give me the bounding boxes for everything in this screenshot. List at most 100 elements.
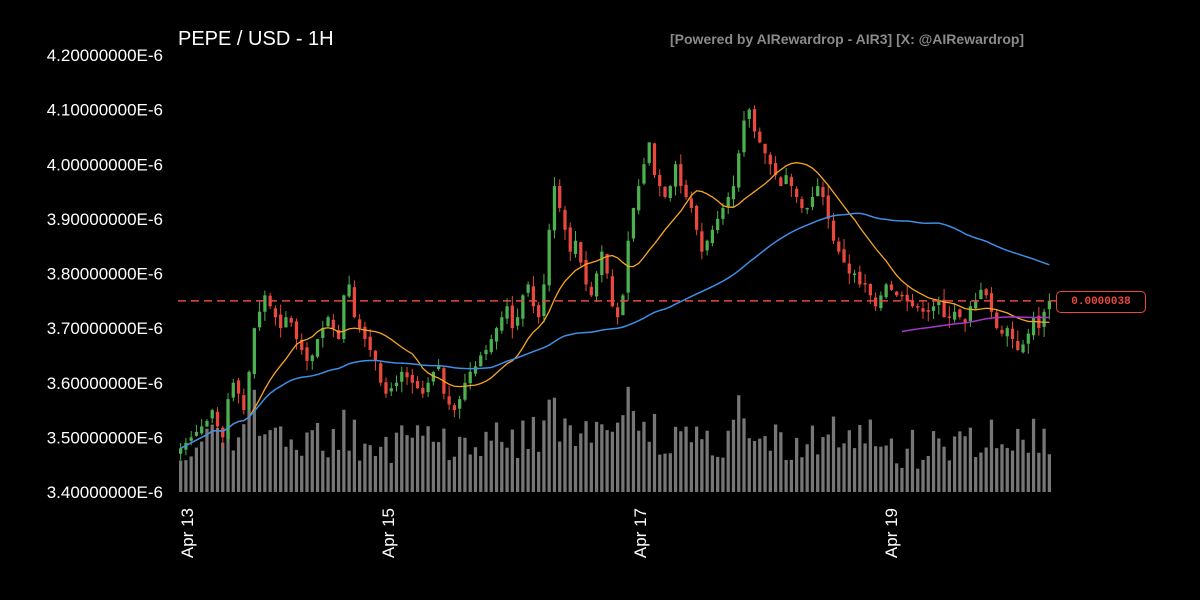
- volume-bar: [521, 420, 525, 492]
- volume-bar: [184, 460, 188, 492]
- volume-bar: [368, 445, 372, 492]
- volume-bar: [694, 426, 699, 492]
- candle-body: [489, 339, 493, 353]
- candle-body: [547, 229, 551, 286]
- candle-body: [394, 382, 399, 387]
- volume-bar: [642, 421, 646, 492]
- volume-bar: [431, 441, 435, 492]
- volume-bar: [405, 435, 409, 492]
- candle-body: [415, 380, 420, 389]
- volume-bar: [900, 467, 904, 492]
- candle-body: [989, 293, 994, 312]
- volume-bar: [721, 457, 725, 492]
- volume-bar: [637, 430, 641, 492]
- moving-averages: [180, 162, 1050, 449]
- volume-bar: [479, 456, 483, 492]
- volume-bar: [663, 453, 667, 492]
- volume-bar: [684, 426, 688, 492]
- volume-bar: [373, 456, 378, 492]
- volume-bar: [773, 424, 778, 492]
- volume-bar: [921, 459, 925, 492]
- candle-body: [1042, 311, 1046, 327]
- y-axis: 3.40000000E-6 3.50000000E-6 3.60000000E-6 3…: [47, 46, 163, 502]
- candle-body: [995, 312, 999, 329]
- volume-bar: [494, 422, 499, 492]
- candle-body: [1026, 333, 1030, 344]
- volume-bar: [758, 438, 762, 492]
- volume-bar: [826, 434, 830, 492]
- candle-body: [663, 186, 667, 198]
- volume-bar: [231, 450, 235, 492]
- volume-bar: [905, 448, 909, 492]
- volume-bars: [179, 386, 1051, 492]
- volume-bar: [515, 457, 520, 492]
- volume-bar: [1016, 428, 1020, 492]
- candle-body: [300, 339, 304, 350]
- candle-body: [1016, 340, 1020, 350]
- volume-bar: [668, 453, 672, 492]
- candle-body: [937, 300, 941, 306]
- volume-bar: [589, 442, 593, 492]
- volume-bar: [963, 436, 967, 492]
- candle-body: [458, 399, 462, 409]
- volume-bar: [673, 426, 678, 492]
- ma-slow-line: [180, 212, 1050, 449]
- candle-body: [916, 306, 920, 308]
- volume-bar: [542, 420, 546, 492]
- candle-body: [331, 319, 335, 329]
- volume-bar: [926, 455, 930, 492]
- candle-body: [179, 448, 183, 454]
- candle-body: [963, 319, 967, 323]
- volume-bar: [689, 442, 693, 492]
- candle-body: [552, 186, 557, 231]
- candle-body: [215, 411, 220, 427]
- volume-bar: [221, 442, 225, 492]
- candle-body: [863, 283, 867, 285]
- volume-bar: [305, 432, 309, 492]
- candle-body: [389, 388, 393, 392]
- credit-text: [Powered by AIRewardrop - AIR3] [X: @AIR…: [670, 31, 1025, 47]
- candle-body: [700, 231, 704, 252]
- candle-body: [436, 366, 441, 370]
- volume-bar: [436, 442, 441, 492]
- candle-body: [984, 289, 988, 296]
- candle-body: [584, 259, 588, 285]
- candle-body: [473, 366, 478, 374]
- volume-bar: [1000, 444, 1004, 492]
- volume-bar: [716, 456, 720, 492]
- volume-bar: [273, 427, 278, 492]
- candle-body: [842, 249, 846, 263]
- volume-bar: [652, 413, 657, 492]
- candle-body: [616, 307, 620, 318]
- volume-bar: [858, 425, 862, 492]
- volume-bar: [279, 426, 283, 492]
- candle-body: [752, 109, 757, 132]
- candle-body: [773, 163, 778, 176]
- volume-bar: [389, 462, 393, 492]
- volume-bar: [205, 428, 209, 492]
- volume-bar: [200, 441, 204, 492]
- chart-title: PEPE / USD - 1H: [178, 28, 334, 50]
- volume-bar: [631, 410, 636, 492]
- volume-bar: [810, 425, 815, 492]
- candle-body: [347, 284, 351, 297]
- candle-body: [873, 297, 878, 307]
- candle-body: [1005, 328, 1009, 337]
- volume-bar: [563, 418, 567, 492]
- candle-body: [763, 143, 767, 154]
- candle-body: [510, 305, 514, 329]
- volume-bar: [394, 432, 399, 492]
- volume-bar: [426, 426, 430, 492]
- volume-bar: [763, 436, 767, 492]
- volume-bar: [384, 436, 388, 492]
- candle-body: [468, 371, 472, 384]
- volume-bar: [263, 434, 267, 492]
- candle-body: [579, 242, 583, 263]
- volume-bar: [584, 421, 588, 492]
- volume-bar: [473, 447, 478, 492]
- volume-bar: [931, 431, 936, 492]
- volume-bar: [552, 397, 557, 492]
- candle-body: [242, 395, 246, 411]
- candle-body: [194, 431, 199, 436]
- volume-bar: [752, 440, 757, 492]
